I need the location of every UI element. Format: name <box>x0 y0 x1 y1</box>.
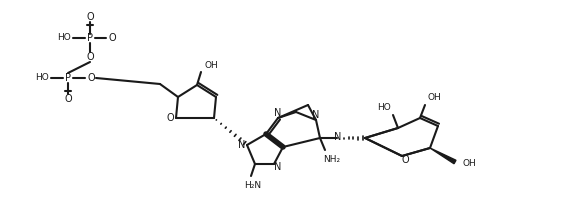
Text: HO: HO <box>57 34 71 43</box>
Text: N: N <box>274 162 282 172</box>
Text: O: O <box>108 33 116 43</box>
Text: O: O <box>87 73 95 83</box>
Text: OH: OH <box>427 94 441 102</box>
Text: HO: HO <box>377 104 391 112</box>
Text: OH: OH <box>204 61 218 70</box>
Text: O: O <box>86 52 94 62</box>
Text: N: N <box>239 140 246 150</box>
Text: O: O <box>86 12 94 22</box>
Text: O: O <box>401 155 409 165</box>
Text: O: O <box>166 113 174 123</box>
Text: N: N <box>274 108 282 118</box>
Text: HO: HO <box>35 73 49 82</box>
Text: O: O <box>64 94 72 104</box>
Text: N: N <box>334 132 342 142</box>
Text: OH: OH <box>462 160 476 169</box>
Text: NH₂: NH₂ <box>323 155 340 164</box>
Text: H₂N: H₂N <box>244 181 261 189</box>
Polygon shape <box>430 148 456 164</box>
Text: P: P <box>65 73 71 83</box>
Text: N: N <box>312 110 320 120</box>
Text: P: P <box>87 33 93 43</box>
